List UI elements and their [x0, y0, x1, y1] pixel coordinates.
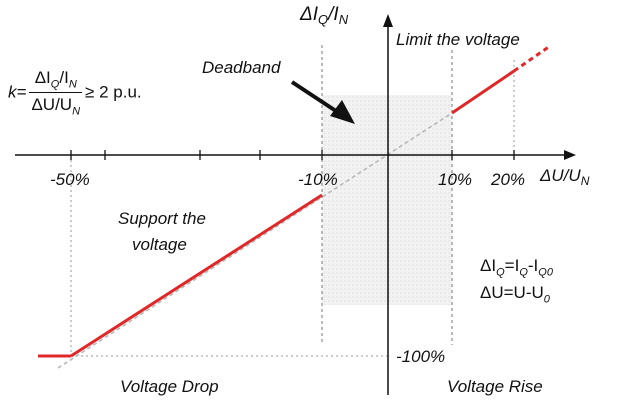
k-gain-formula: k= ΔIQ/IN ΔU/UN ≥ 2 p.u.: [8, 68, 142, 118]
k-formula-denominator: ΔU/UN: [29, 93, 82, 117]
def-part: ΔU=U-U: [480, 283, 544, 302]
x-tick-label-minus50: -50%: [50, 170, 90, 189]
y-tick-label-minus100: -100%: [396, 347, 445, 366]
x-tick-label-minus10: -10%: [298, 170, 338, 189]
x-tick-label-plus10: 10%: [438, 170, 472, 189]
support-voltage-label-line2: voltage: [132, 235, 187, 254]
voltage-rise-label: Voltage Rise: [447, 377, 543, 396]
x-tick-label-plus20: 20%: [490, 170, 525, 189]
def-part: -I: [527, 256, 539, 275]
y-axis-arrowhead: [383, 14, 393, 27]
characteristic-limit-segment: [451, 69, 515, 115]
x-axis-arrowhead: [564, 150, 576, 160]
k-formula-numerator: ΔIQ/IN: [29, 68, 83, 94]
def-part: ΔI: [480, 256, 497, 275]
k-num-sub: N: [68, 78, 77, 91]
y-axis-label: ΔIQ/IN: [299, 4, 349, 27]
limit-voltage-label: Limit the voltage: [396, 30, 520, 49]
def-sub: 0: [543, 293, 550, 306]
characteristic-limit-extension: [513, 44, 551, 73]
k-den-sub: N: [72, 105, 81, 118]
k-num-part: /I: [59, 68, 69, 87]
def-sub: Q0: [538, 266, 553, 279]
delta-u-definition: ΔU=U-U0: [480, 283, 550, 305]
k-num-part: ΔI: [34, 68, 51, 87]
def-sub: Q: [496, 266, 505, 279]
k-formula-rhs: ≥ 2 p.u.: [85, 82, 142, 102]
k-formula-lhs: k=: [8, 82, 27, 102]
k-den-part: ΔU/U: [31, 95, 73, 115]
deadband-area-lower: [322, 155, 452, 305]
deadband-label: Deadband: [202, 58, 281, 77]
deadband-arrow: [290, 80, 344, 117]
deadband-arrowhead: [330, 100, 355, 124]
k-num-sub: Q: [50, 78, 60, 91]
characteristic-support-segment: [70, 193, 323, 358]
characteristic-extension-line: [57, 112, 453, 369]
x-axis-label: ΔU/UN: [539, 166, 590, 188]
delta-iq-definition: ΔIQ=IQ-IQ0: [480, 256, 553, 278]
def-sub: Q: [519, 266, 528, 279]
k-formula-fraction: ΔIQ/IN ΔU/UN: [29, 68, 83, 118]
support-voltage-label-line1: Support the: [118, 209, 206, 228]
def-part: =I: [504, 256, 520, 275]
voltage-drop-label: Voltage Drop: [120, 377, 219, 396]
